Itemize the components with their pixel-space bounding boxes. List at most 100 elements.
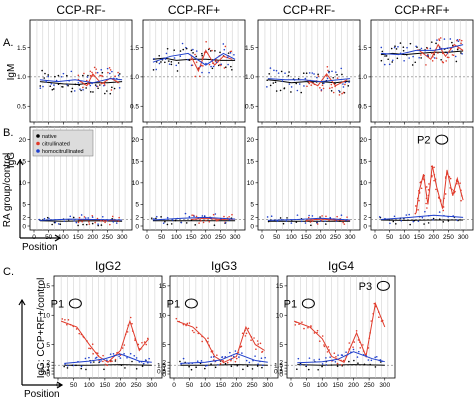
data-point-homocitrullinated — [319, 220, 322, 222]
data-point-native — [394, 223, 397, 225]
data-point-citrullinated — [257, 343, 259, 345]
data-point-native — [251, 368, 254, 370]
data-point-homocitrullinated — [456, 38, 459, 41]
data-point-native — [210, 363, 212, 365]
panel-c-position-label: Position — [24, 389, 60, 400]
data-point-native — [185, 222, 188, 224]
data-point-citrullinated — [102, 360, 104, 363]
data-point-native — [394, 45, 396, 47]
plot-frame — [257, 19, 361, 123]
data-point-citrullinated — [131, 322, 133, 325]
data-point-homocitrullinated — [158, 62, 161, 65]
trend-line-citrullinated — [418, 43, 464, 61]
y-tick-label: 10 — [276, 313, 284, 320]
data-point-citrullinated — [343, 223, 346, 225]
data-point-homocitrullinated — [356, 356, 359, 358]
data-point-native — [109, 92, 112, 95]
data-point-citrullinated — [216, 354, 218, 356]
data-point-homocitrullinated — [446, 52, 449, 54]
trend-line-citrullinated — [190, 49, 233, 73]
data-point-homocitrullinated — [91, 216, 94, 218]
y-tick-label: 2 — [363, 215, 367, 222]
data-point-citrullinated — [241, 332, 244, 335]
data-point-citrullinated — [460, 199, 462, 202]
data-point-homocitrullinated — [320, 89, 323, 91]
data-point-homocitrullinated — [454, 55, 457, 58]
y-tick-label: 0 — [250, 223, 254, 230]
data-point-native — [409, 223, 411, 226]
data-point-homocitrullinated — [266, 216, 269, 218]
x-tick-label: 150 — [186, 234, 197, 241]
data-point-homocitrullinated — [223, 48, 226, 51]
data-point-native — [390, 47, 393, 50]
data-point-homocitrullinated — [241, 352, 243, 354]
data-point-native — [70, 90, 73, 93]
data-point-homocitrullinated — [298, 83, 301, 85]
trend-line-homocitrullinated — [267, 78, 351, 83]
y-tick-label: 15 — [159, 283, 167, 290]
y-tick-label: 0.5 — [41, 368, 50, 375]
data-point-homocitrullinated — [313, 359, 315, 361]
y-tick-label: 0.5 — [157, 368, 166, 375]
data-point-homocitrullinated — [111, 70, 113, 73]
data-point-citrullinated — [81, 220, 83, 223]
data-point-homocitrullinated — [69, 215, 72, 218]
data-point-native — [158, 54, 161, 57]
data-point-homocitrullinated — [397, 45, 399, 48]
data-point-homocitrullinated — [182, 357, 185, 360]
data-point-homocitrullinated — [342, 86, 345, 88]
data-point-native — [279, 217, 282, 219]
annotation-circle — [301, 298, 315, 309]
data-point-citrullinated — [197, 67, 200, 69]
data-point-citrullinated — [323, 345, 326, 348]
y-tick-label: 1 — [46, 365, 50, 372]
data-point-native — [269, 84, 272, 87]
data-point-native — [104, 92, 106, 95]
x-tick-label: 150 — [414, 234, 425, 241]
data-point-homocitrullinated — [82, 88, 84, 91]
data-point-native — [348, 360, 350, 363]
data-point-homocitrullinated — [50, 82, 53, 85]
data-point-citrullinated — [308, 82, 311, 85]
data-point-native — [391, 61, 394, 63]
data-point-native — [236, 364, 239, 367]
data-point-native — [124, 367, 126, 369]
data-point-citrullinated — [457, 47, 459, 50]
trend-line-citrullinated — [415, 165, 464, 214]
x-tick-label: 300 — [262, 382, 273, 389]
side-label-ra-group: RA group/control — [2, 153, 13, 228]
data-point-homocitrullinated — [433, 57, 436, 59]
data-point-homocitrullinated — [357, 350, 360, 353]
data-point-citrullinated — [208, 63, 211, 66]
data-point-native — [170, 63, 173, 66]
y-tick-label: 0.5 — [274, 368, 283, 375]
data-point-homocitrullinated — [290, 86, 293, 88]
data-point-homocitrullinated — [230, 358, 233, 360]
y-tick-label: 20 — [247, 137, 255, 144]
data-point-homocitrullinated — [227, 63, 229, 66]
legend-marker-homocitrullinated — [36, 149, 40, 153]
data-point-citrullinated — [231, 213, 233, 216]
data-point-homocitrullinated — [188, 215, 191, 218]
data-point-citrullinated — [66, 323, 68, 326]
data-point-citrullinated — [338, 94, 341, 96]
data-point-homocitrullinated — [457, 40, 460, 43]
plot-frame — [370, 19, 474, 123]
data-point-citrullinated — [195, 61, 198, 64]
plot-frame — [257, 126, 361, 231]
data-point-native — [275, 90, 278, 92]
data-point-native — [209, 50, 212, 52]
y-tick-label: 1.5 — [245, 45, 254, 52]
data-point-native — [188, 365, 190, 368]
x-tick-label: 0 — [172, 382, 176, 389]
data-point-homocitrullinated — [168, 63, 171, 65]
data-point-native — [219, 51, 221, 54]
data-point-native — [242, 368, 244, 371]
x-tick-label: 200 — [428, 234, 439, 241]
data-point-citrullinated — [188, 322, 191, 324]
trend-line-homocitrullinated — [267, 217, 351, 221]
data-point-citrullinated — [342, 221, 344, 224]
data-point-homocitrullinated — [326, 77, 329, 80]
data-point-native — [447, 220, 450, 222]
data-point-citrullinated — [200, 64, 203, 67]
